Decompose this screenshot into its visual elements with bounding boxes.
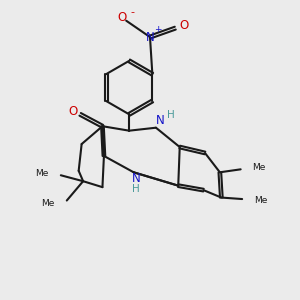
Text: N: N — [146, 31, 154, 44]
Text: O: O — [68, 105, 77, 118]
Text: H: H — [132, 184, 140, 194]
Text: O: O — [117, 11, 126, 24]
Text: Me: Me — [41, 199, 54, 208]
Text: N: N — [156, 114, 165, 127]
Text: O: O — [180, 19, 189, 32]
Text: +: + — [154, 25, 161, 34]
Text: -: - — [130, 7, 134, 17]
Text: N: N — [132, 172, 140, 185]
Text: Me: Me — [254, 196, 267, 205]
Text: H: H — [167, 110, 175, 120]
Text: Me: Me — [35, 169, 48, 178]
Text: Me: Me — [253, 163, 266, 172]
